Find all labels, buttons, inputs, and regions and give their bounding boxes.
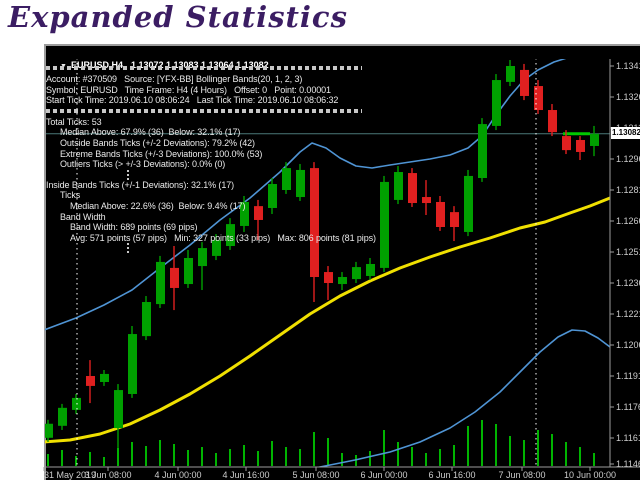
price-axis-label: 1.11910 [616,371,640,381]
stats-line: Symbol: EURUSD Time Frame: H4 (4 Hours) … [46,84,331,95]
stats-line: Outside Bands Ticks (+/-2 Deviations): 7… [60,137,255,148]
stats-line: Inside Bands Ticks (+/-1 Deviations): 32… [46,179,235,190]
price-axis-label: 1.12660 [616,216,640,226]
continuation-dots [127,169,129,180]
stats-line: Outliers Ticks (> +/-3 Deviations): 0.0%… [60,159,226,170]
stats-line: Avg: 571 points (57 pips) Min: 327 point… [70,232,376,243]
ohlc-values: 1.13072 1.13083 1.13064 1.13082 [130,60,269,70]
chart-window [44,44,640,480]
time-axis-label: 7 Jun 08:00 [498,470,545,480]
bollinger-middle-band [45,196,610,444]
price-axis-label: 1.12210 [616,309,640,319]
volume-bars [47,420,595,466]
stats-line: Band Width: 689 points (69 pips) [70,222,198,233]
plot-area [45,57,610,467]
stats-line: Account: #370509 Source: [YFX-BB] Bollin… [46,74,303,84]
time-axis-label: 4 Jun 00:00 [154,470,201,480]
price-axis-label: 1.13260 [616,92,640,102]
symbol-period-label: EURUSD,H4 [70,60,123,70]
time-axis-label: 31 May 2019 [44,470,96,480]
price-axis-label: 1.12810 [616,185,640,195]
time-axis-label: 6 Jun 16:00 [428,470,475,480]
price-axis-label: 1.11610 [616,433,640,443]
stats-line: Median Above: 67.9% (36) Below: 32.1% (1… [60,127,241,138]
time-axis-label: 10 Jun 00:00 [564,470,616,480]
stats-line: Start Tick Time: 2019.06.10 08:06:24 Las… [46,95,339,106]
price-axis-label: 1.12060 [616,340,640,350]
time-axis-label: 6 Jun 00:00 [360,470,407,480]
time-axis-label: 3 Jun 08:00 [84,470,131,480]
stats-line: Median Above: 22.6% (36) Below: 9.4% (17… [70,200,246,211]
continuation-dots [127,243,129,254]
price-axis-label: 1.13410 [616,61,640,71]
page-title: Expanded Statistics [8,0,348,34]
price-axis-label: 1.11460 [616,459,640,469]
stats-line: Total Ticks: 53 [46,116,102,127]
bollinger-lower-band [315,329,610,467]
price-axis-label: 1.12360 [616,278,640,288]
statistics-panel: Account: #370509 Source: [YFX-BB] Bollin… [46,63,376,254]
separator-row [46,66,362,70]
current-price-box: 1.13082 [611,127,640,140]
stats-line: Ticks [60,190,81,201]
stats-line: Extreme Bands Ticks (+/-3 Deviations): 1… [60,148,263,159]
price-axis-label: 1.11760 [616,402,640,412]
stats-line: Band Width [60,211,106,222]
price-axis[interactable]: 1.134101.132601.131101.129601.128101.126… [610,61,640,469]
price-axis-label: 1.12510 [616,247,640,257]
chart-title-bar[interactable]: ▼EURUSD,H41.13072 1.13083 1.13064 1.1308… [46,46,638,70]
time-axis-label: 5 Jun 08:00 [292,470,339,480]
separator-row [46,108,362,113]
time-axis-label: 4 Jun 16:00 [222,470,269,480]
price-axis-label: 1.12960 [616,154,640,164]
